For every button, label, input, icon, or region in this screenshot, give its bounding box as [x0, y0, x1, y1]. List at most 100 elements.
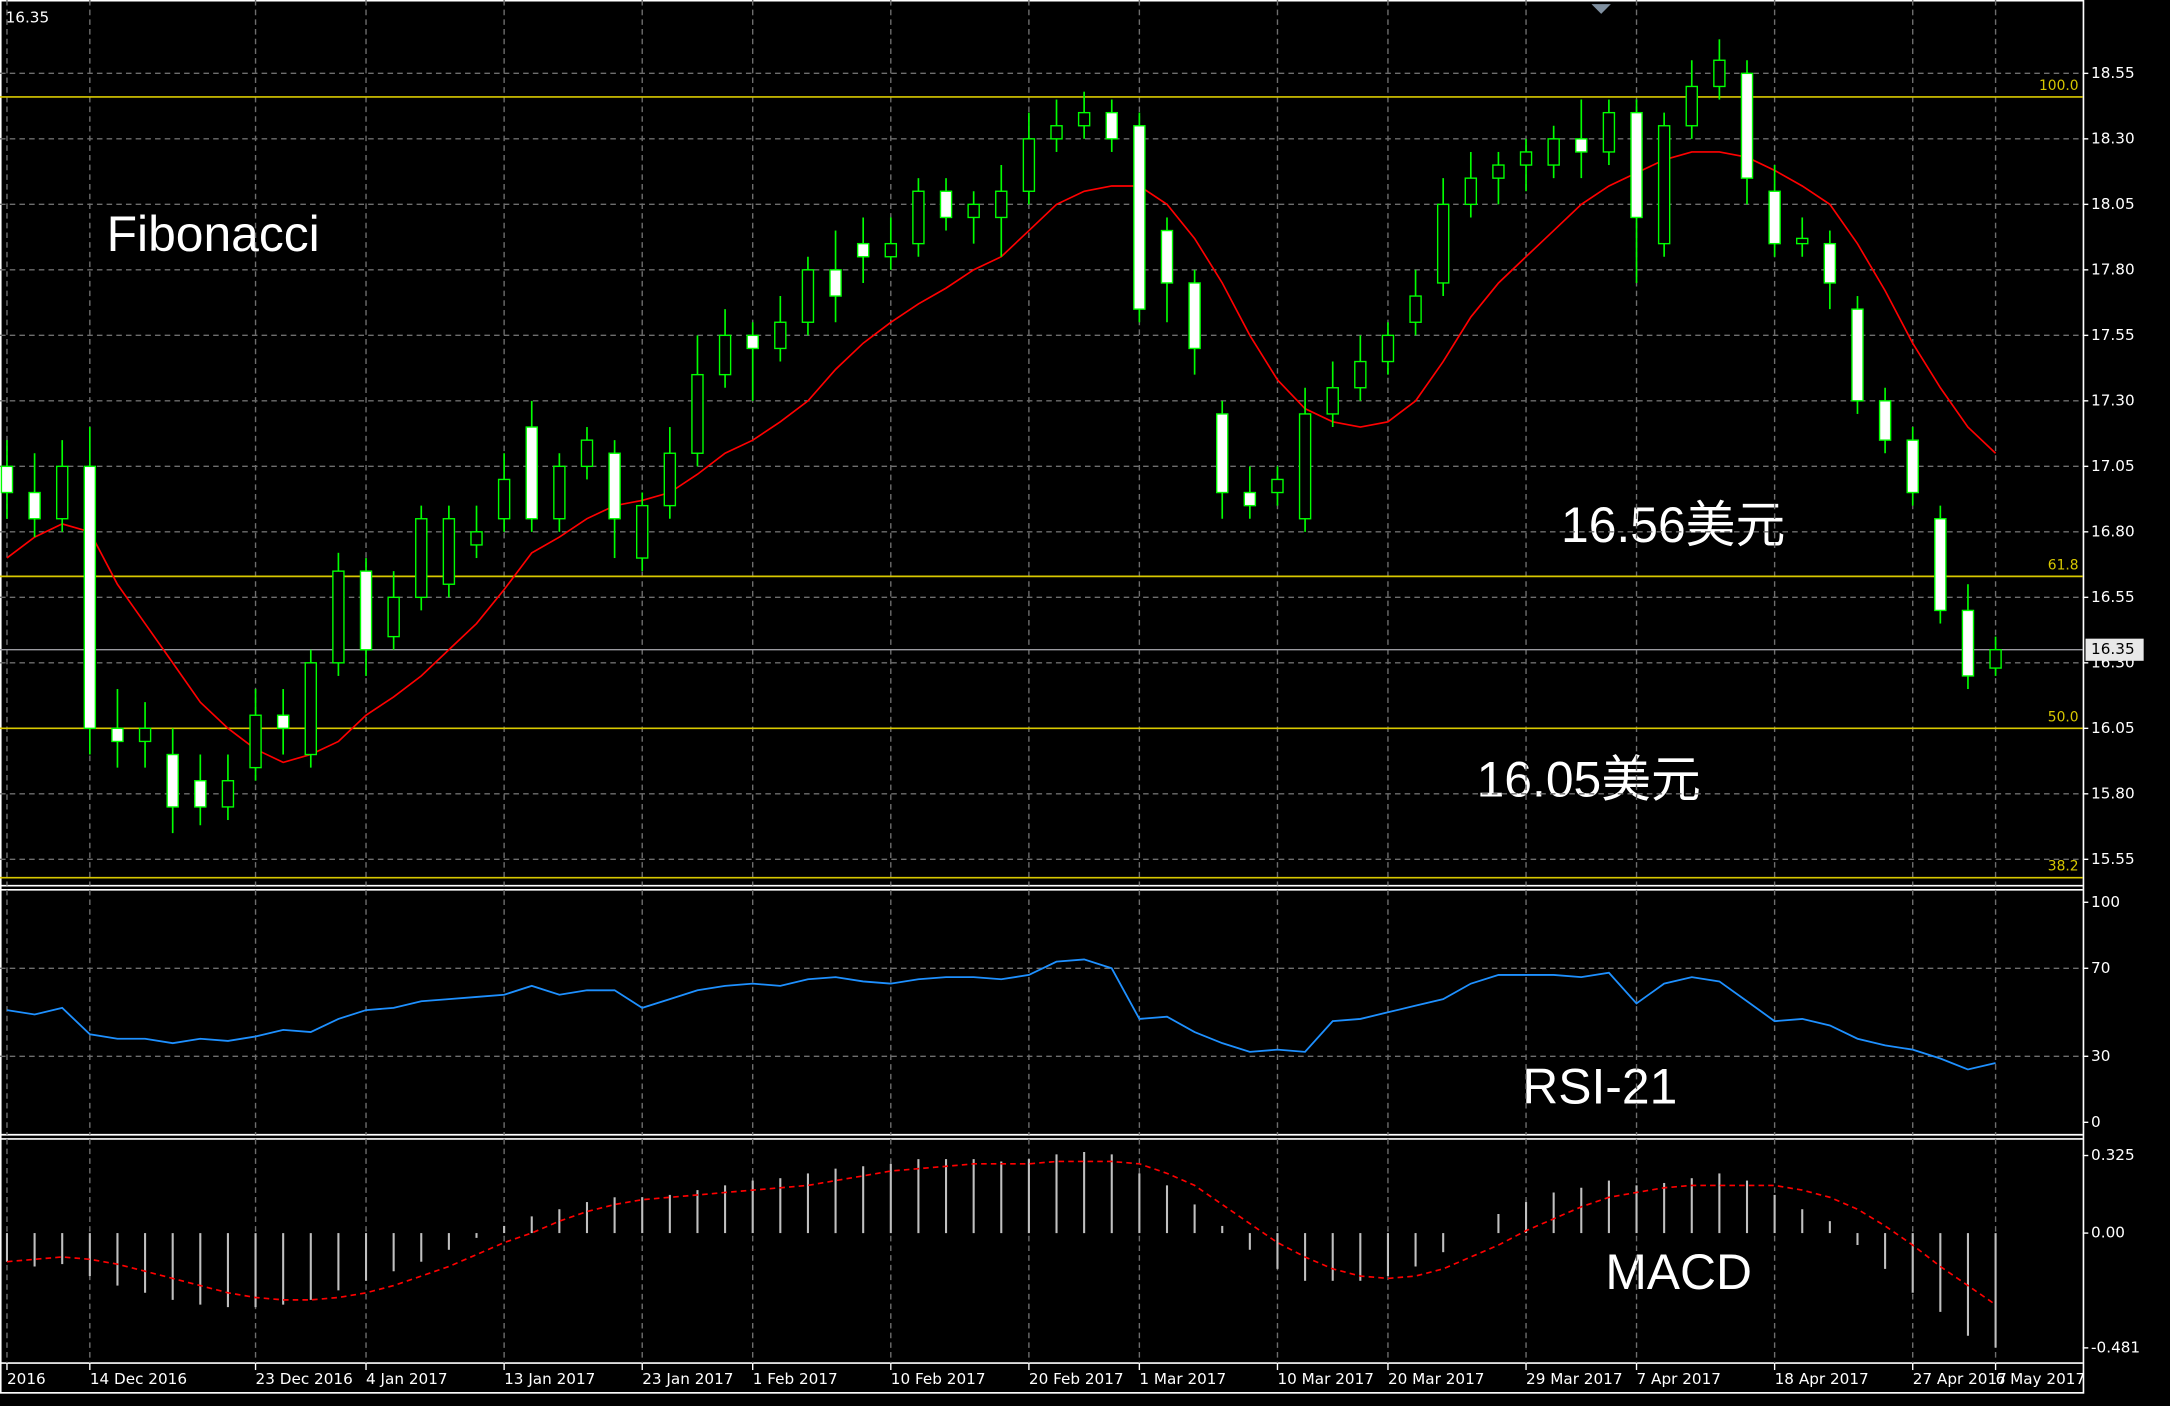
y-tick-label: 15.80	[2091, 784, 2135, 802]
candle-body	[1105, 111, 1118, 140]
candle-body	[1796, 237, 1809, 245]
candle-body	[774, 321, 787, 350]
y-tick-label: 17.30	[2091, 391, 2135, 409]
x-tick-label: 10 Feb 2017	[891, 1370, 986, 1388]
annotation: 16.05美元	[1477, 751, 1701, 807]
candle-body	[249, 714, 262, 769]
fib-label: 50.0	[2048, 709, 2079, 725]
x-tick-label: 23 Jan 2017	[642, 1370, 733, 1388]
y-tick-label: 16.55	[2091, 588, 2135, 606]
panel-title: MACD	[1605, 1244, 1752, 1300]
y-tick-label: 15.55	[2091, 850, 2135, 868]
candle-body	[1768, 190, 1781, 245]
fib-label: 38.2	[2048, 859, 2079, 875]
candle-body	[912, 190, 925, 245]
x-tick-label: 10 Mar 2017	[1277, 1370, 1374, 1388]
candle-body	[1271, 478, 1284, 494]
fib-label: 100.0	[2039, 78, 2079, 94]
candle-body	[884, 242, 898, 258]
candle-body	[608, 452, 621, 520]
candle-body	[1602, 111, 1616, 153]
candle-body	[1050, 125, 1063, 140]
candle-body	[497, 478, 511, 520]
y-tick-label: 0.325	[2091, 1146, 2135, 1164]
candle-body	[1934, 518, 1947, 612]
y-tick-label: 17.55	[2091, 326, 2135, 344]
candle-body	[55, 465, 69, 520]
candle-body	[1354, 360, 1367, 389]
candle-body	[1630, 111, 1643, 219]
candle-body	[1436, 203, 1450, 284]
x-tick-label: 20 Feb 2017	[1029, 1370, 1124, 1388]
x-tick-label: 27 Apr 2017	[1913, 1370, 2007, 1388]
x-tick-label: 23 Dec 2016	[256, 1370, 353, 1388]
candle-body	[1160, 229, 1174, 284]
candle-body	[1492, 164, 1505, 179]
candle-body	[525, 426, 538, 520]
current-price-corner: 16.35	[6, 8, 50, 26]
candle-body	[718, 334, 732, 376]
candle-body	[1022, 138, 1036, 192]
candle-body	[1381, 334, 1395, 363]
fib-label: 61.8	[2048, 557, 2079, 573]
x-tick-label: 7 Apr 2017	[1637, 1370, 1721, 1388]
candle-body	[995, 190, 1008, 219]
signal-line	[6, 1160, 1997, 1306]
candle-body	[387, 596, 400, 638]
candle-body	[442, 518, 456, 585]
candle-body	[801, 269, 815, 323]
y-tick-label: 17.80	[2091, 260, 2135, 278]
x-tick-label: 13 Jan 2017	[504, 1370, 595, 1388]
shift-marker	[1591, 4, 1611, 14]
candle-body	[1409, 295, 1422, 323]
candle-body	[1188, 282, 1201, 350]
current-price-label: 16.35	[2091, 640, 2135, 658]
candle-body	[332, 570, 345, 664]
x-tick-label: 20 Mar 2017	[1388, 1370, 1485, 1388]
candle-body	[829, 269, 842, 297]
candle-body	[939, 190, 953, 219]
x-tick-label: 29 Mar 2017	[1526, 1370, 1622, 1388]
candle-body	[166, 753, 179, 808]
candle-body	[1740, 72, 1754, 179]
candle-body	[1685, 85, 1698, 127]
y-tick-label: 16.05	[2091, 719, 2135, 737]
candle-body	[1657, 125, 1671, 245]
rsi-line	[6, 958, 1996, 1071]
x-tick-label: 4 Jan 2017	[366, 1370, 448, 1388]
candle-body	[1906, 439, 1919, 494]
candle-body	[1243, 491, 1257, 507]
x-tick-label: 2016	[7, 1370, 46, 1388]
x-tick-label: 6 May 2017	[1996, 1370, 2086, 1388]
candle-body	[580, 439, 594, 468]
annotation: 16.56美元	[1561, 497, 1785, 553]
candle-body	[1851, 308, 1864, 402]
candle-body	[276, 714, 290, 730]
y-tick-label: 100	[2091, 893, 2120, 911]
plot-frame	[0, 0, 2085, 1394]
candle-body	[359, 570, 373, 651]
candle-body	[1519, 151, 1533, 166]
chart-title: Fibonacci	[107, 206, 320, 262]
candle-body	[1216, 413, 1229, 494]
candle-body	[1077, 111, 1091, 127]
y-tick-label: 18.30	[2091, 129, 2135, 147]
candle-body	[221, 780, 235, 808]
y-tick-label: 18.55	[2091, 64, 2135, 82]
candle-body	[1298, 413, 1312, 520]
x-tick-label: 18 Apr 2017	[1775, 1370, 1869, 1388]
candle-body	[1575, 138, 1588, 153]
candle-body	[1133, 125, 1146, 310]
candle-body	[415, 518, 428, 599]
candle-body	[635, 504, 649, 559]
y-tick-label: 0.00	[2091, 1224, 2125, 1242]
y-tick-label: 18.05	[2091, 195, 2135, 213]
candle-body	[194, 780, 207, 808]
candle-body	[1961, 609, 1975, 677]
candle-body	[967, 203, 980, 219]
candle-body	[138, 727, 152, 743]
candle-body	[691, 373, 704, 454]
x-tick-label: 1 Mar 2017	[1139, 1370, 1226, 1388]
